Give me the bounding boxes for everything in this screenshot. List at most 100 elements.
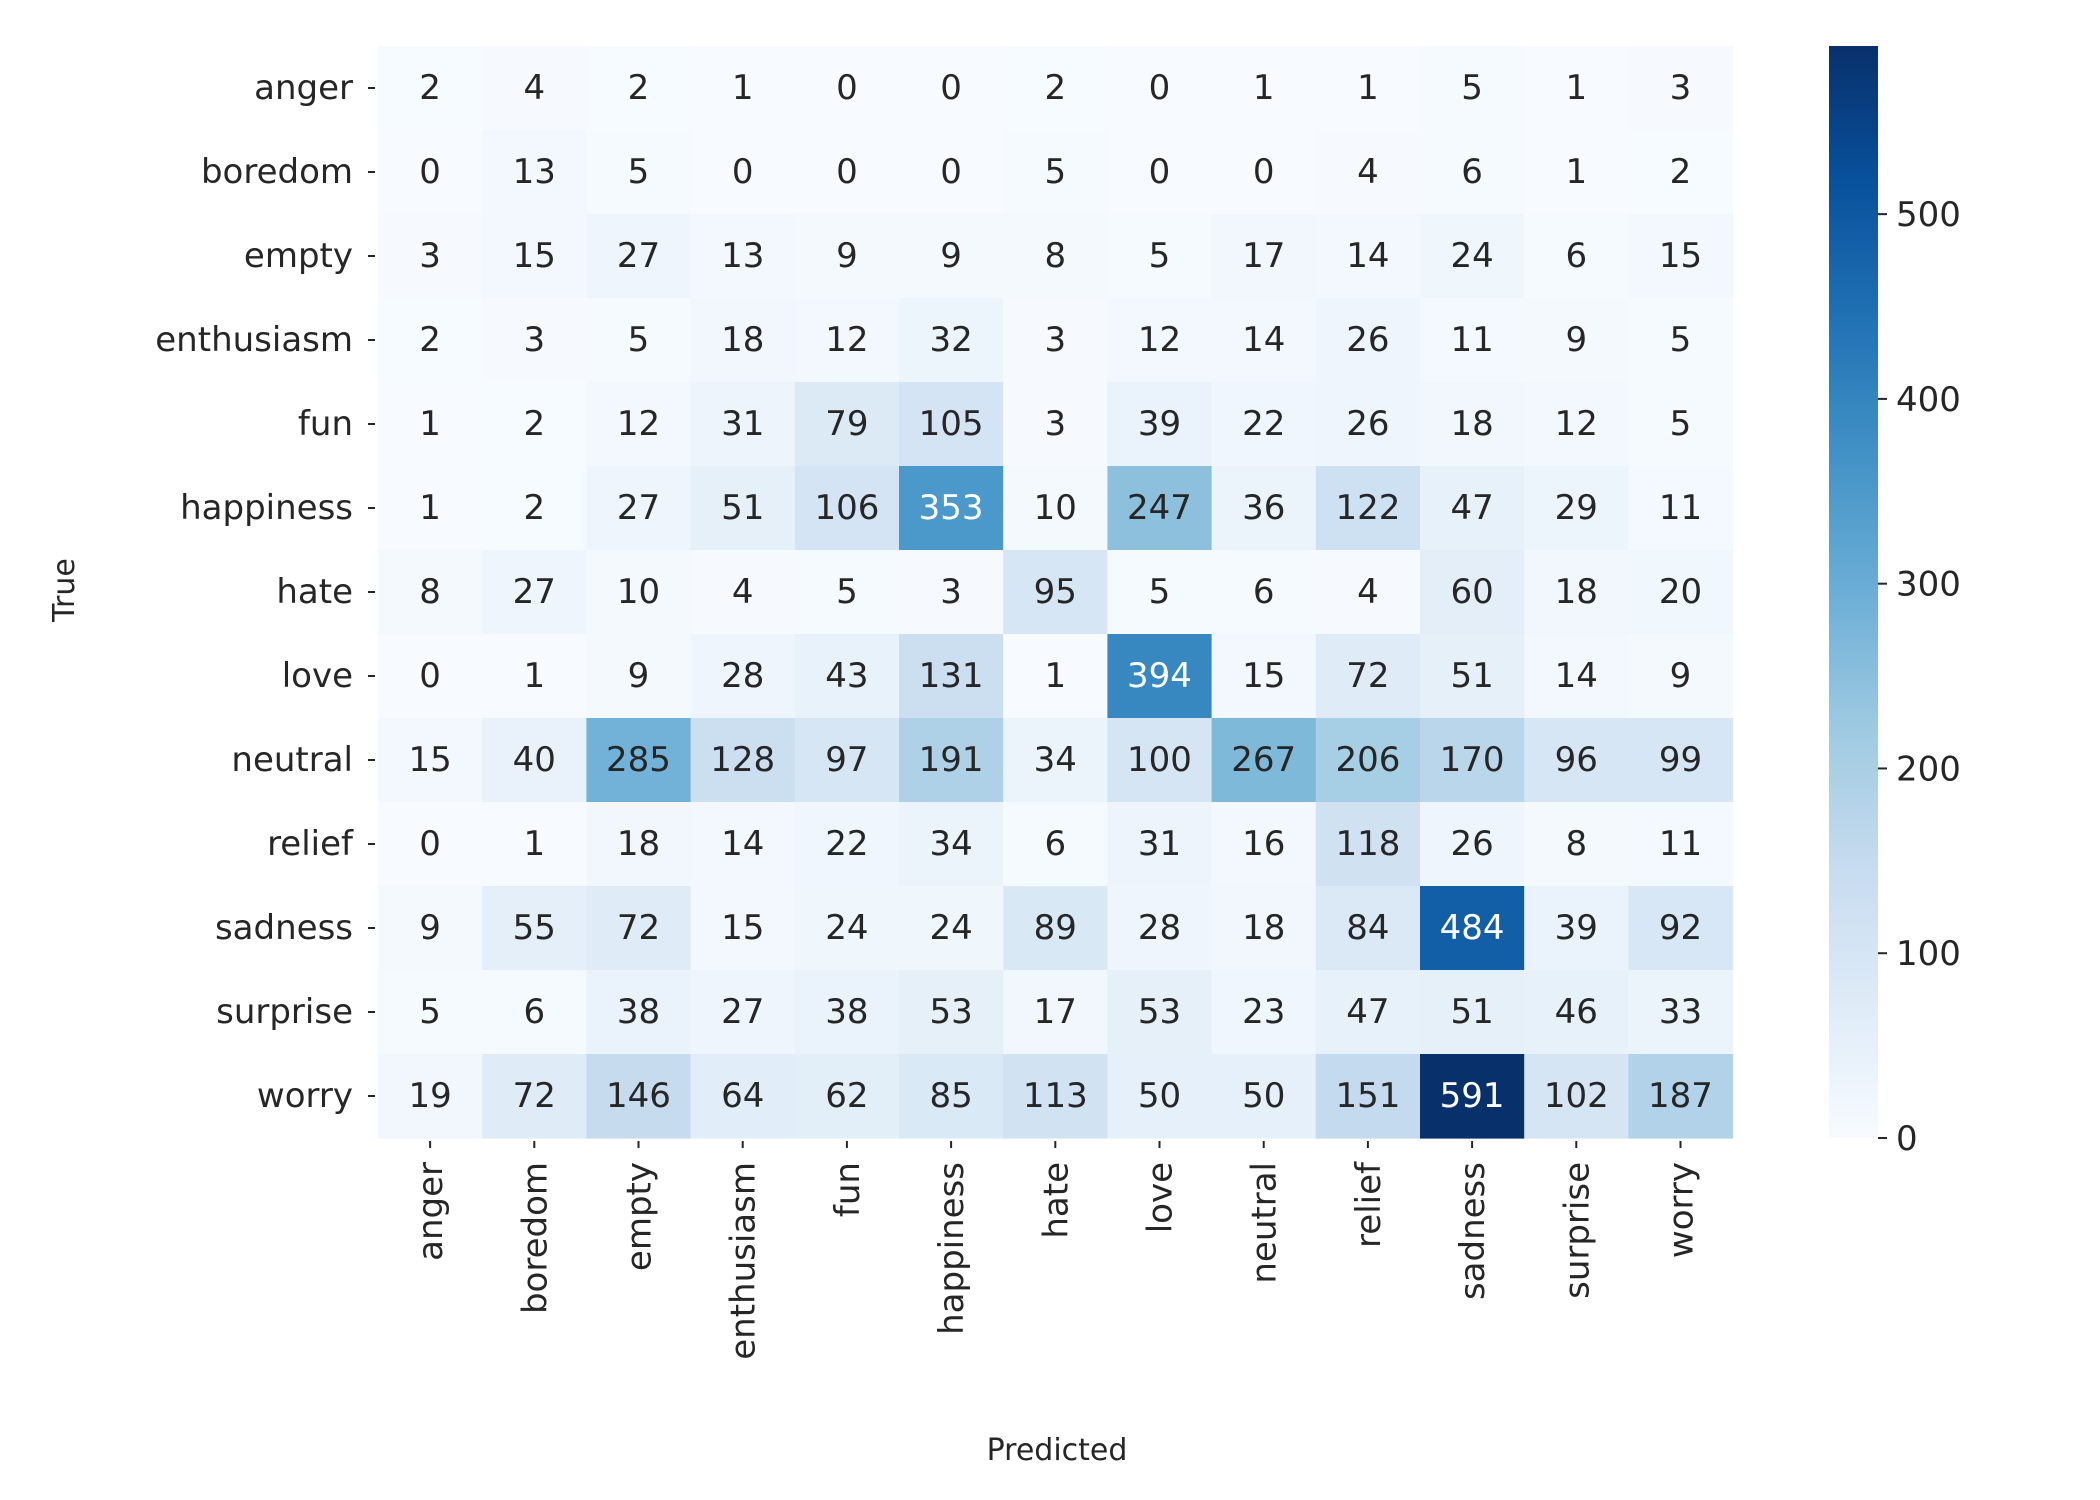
colorbar-tick-label: 300 (1896, 565, 1961, 605)
heatmap-cell-label: 15 (408, 740, 451, 780)
heatmap-cell (586, 550, 692, 635)
heatmap-cell (1628, 550, 1734, 635)
heatmap-cell-label: 40 (513, 740, 556, 780)
heatmap-cell (378, 466, 483, 551)
heatmap-cell-label: 72 (513, 1076, 556, 1116)
heatmap-cell (1211, 298, 1317, 383)
heatmap-cell (482, 970, 587, 1055)
heatmap-cell (899, 298, 1004, 383)
heatmap-cell-label: 1 (732, 68, 754, 108)
heatmap-cell (1211, 1054, 1317, 1139)
heatmap-cell (1420, 1054, 1525, 1139)
heatmap-cell (1315, 298, 1421, 383)
heatmap-cell (794, 46, 900, 131)
x-tick-label: anger (411, 1162, 451, 1261)
x-tick-label: surprise (1557, 1162, 1597, 1299)
heatmap-cell (1003, 382, 1108, 467)
heatmap-cell-label: 0 (419, 824, 441, 864)
heatmap-cell-label: 96 (1555, 740, 1598, 780)
heatmap-cell (1211, 970, 1317, 1055)
x-tick-label: empty (620, 1162, 660, 1271)
heatmap-cell (1003, 214, 1108, 299)
heatmap-cell (482, 886, 587, 971)
heatmap-cell (1211, 802, 1317, 887)
heatmap-cell (1315, 214, 1421, 299)
heatmap-cell (1420, 718, 1525, 803)
heatmap-cell-label: 1 (1565, 152, 1587, 192)
heatmap-cell (1420, 130, 1525, 215)
heatmap-cell-label: 26 (1450, 824, 1493, 864)
heatmap-cell-label: 14 (1346, 236, 1389, 276)
heatmap-cell (1628, 466, 1734, 551)
heatmap-cell (378, 634, 483, 719)
heatmap-cell (482, 130, 587, 215)
colorbar-tick-label: 500 (1896, 195, 1961, 235)
heatmap-cell-label: 24 (929, 908, 972, 948)
heatmap-cell (690, 382, 796, 467)
heatmap-cell (690, 970, 796, 1055)
heatmap-cell-label: 9 (628, 656, 650, 696)
heatmap-cell-label: 0 (1253, 152, 1275, 192)
colorbar-tick-label: 0 (1896, 1119, 1918, 1159)
heatmap-cell (1211, 214, 1317, 299)
heatmap-cell-label: 5 (419, 992, 441, 1032)
heatmap-cell (1524, 382, 1629, 467)
heatmap-cell (1003, 1054, 1108, 1139)
heatmap-cell (378, 970, 483, 1055)
heatmap-cell-label: 14 (1242, 320, 1285, 360)
heatmap-cell-label: 9 (836, 236, 858, 276)
heatmap-cell-label: 394 (1127, 656, 1192, 696)
heatmap-cell (690, 130, 796, 215)
heatmap-cell (690, 466, 796, 551)
heatmap-cell (1628, 382, 1734, 467)
heatmap-cell-label: 4 (732, 572, 754, 612)
heatmap-cell (586, 970, 692, 1055)
heatmap-cell-label: 0 (836, 68, 858, 108)
heatmap-cell (1420, 634, 1525, 719)
heatmap-cell-label: 22 (825, 824, 868, 864)
heatmap-cell-label: 1 (523, 656, 545, 696)
heatmap-cell (482, 802, 587, 887)
colorbar-tick-label: 400 (1896, 380, 1961, 420)
heatmap-cell-label: 0 (732, 152, 754, 192)
heatmap-cell-label: 17 (1242, 236, 1285, 276)
heatmap-cell (1107, 970, 1213, 1055)
heatmap-cell (1628, 298, 1734, 383)
heatmap-cell (1211, 466, 1317, 551)
heatmap-cell-label: 118 (1335, 824, 1400, 864)
heatmap-cell (1107, 718, 1213, 803)
heatmap-cell (899, 46, 1004, 131)
heatmap-cell (794, 550, 900, 635)
heatmap-cell-label: 3 (419, 236, 441, 276)
heatmap-cell-label: 50 (1138, 1076, 1181, 1116)
heatmap-cell-label: 34 (929, 824, 972, 864)
heatmap-cell-label: 85 (929, 1076, 972, 1116)
heatmap-cell-label: 9 (419, 908, 441, 948)
heatmap-cell (1524, 802, 1629, 887)
heatmap-cell-label: 20 (1659, 572, 1702, 612)
x-axis: anger boredom empty enthusiasm fun happiness h… (411, 1141, 1702, 1360)
heatmap-cell-label: 16 (1242, 824, 1285, 864)
heatmap-cell-label: 5 (628, 152, 650, 192)
heatmap-cell (1524, 886, 1629, 971)
heatmap-cell-label: 4 (1357, 152, 1379, 192)
heatmap-cell-label: 0 (1149, 68, 1171, 108)
heatmap-cell (899, 634, 1004, 719)
heatmap-cell (1628, 886, 1734, 971)
heatmap-cell (378, 1054, 483, 1139)
heatmap-cell (1524, 970, 1629, 1055)
y-tick-label: sadness (215, 908, 353, 948)
heatmap-cell (899, 130, 1004, 215)
heatmap-cell-label: 12 (1138, 320, 1181, 360)
heatmap-cell-label: 34 (1034, 740, 1077, 780)
heatmap-cell (586, 466, 692, 551)
heatmap-cell-label: 18 (1450, 404, 1493, 444)
heatmap-cell (586, 382, 692, 467)
heatmap-cell (1420, 550, 1525, 635)
heatmap-cells (378, 46, 1734, 1139)
heatmap-cell (899, 550, 1004, 635)
heatmap-cell (1524, 214, 1629, 299)
heatmap-cell-label: 1 (1253, 68, 1275, 108)
heatmap-cell (1003, 718, 1108, 803)
heatmap-cell (1003, 466, 1108, 551)
